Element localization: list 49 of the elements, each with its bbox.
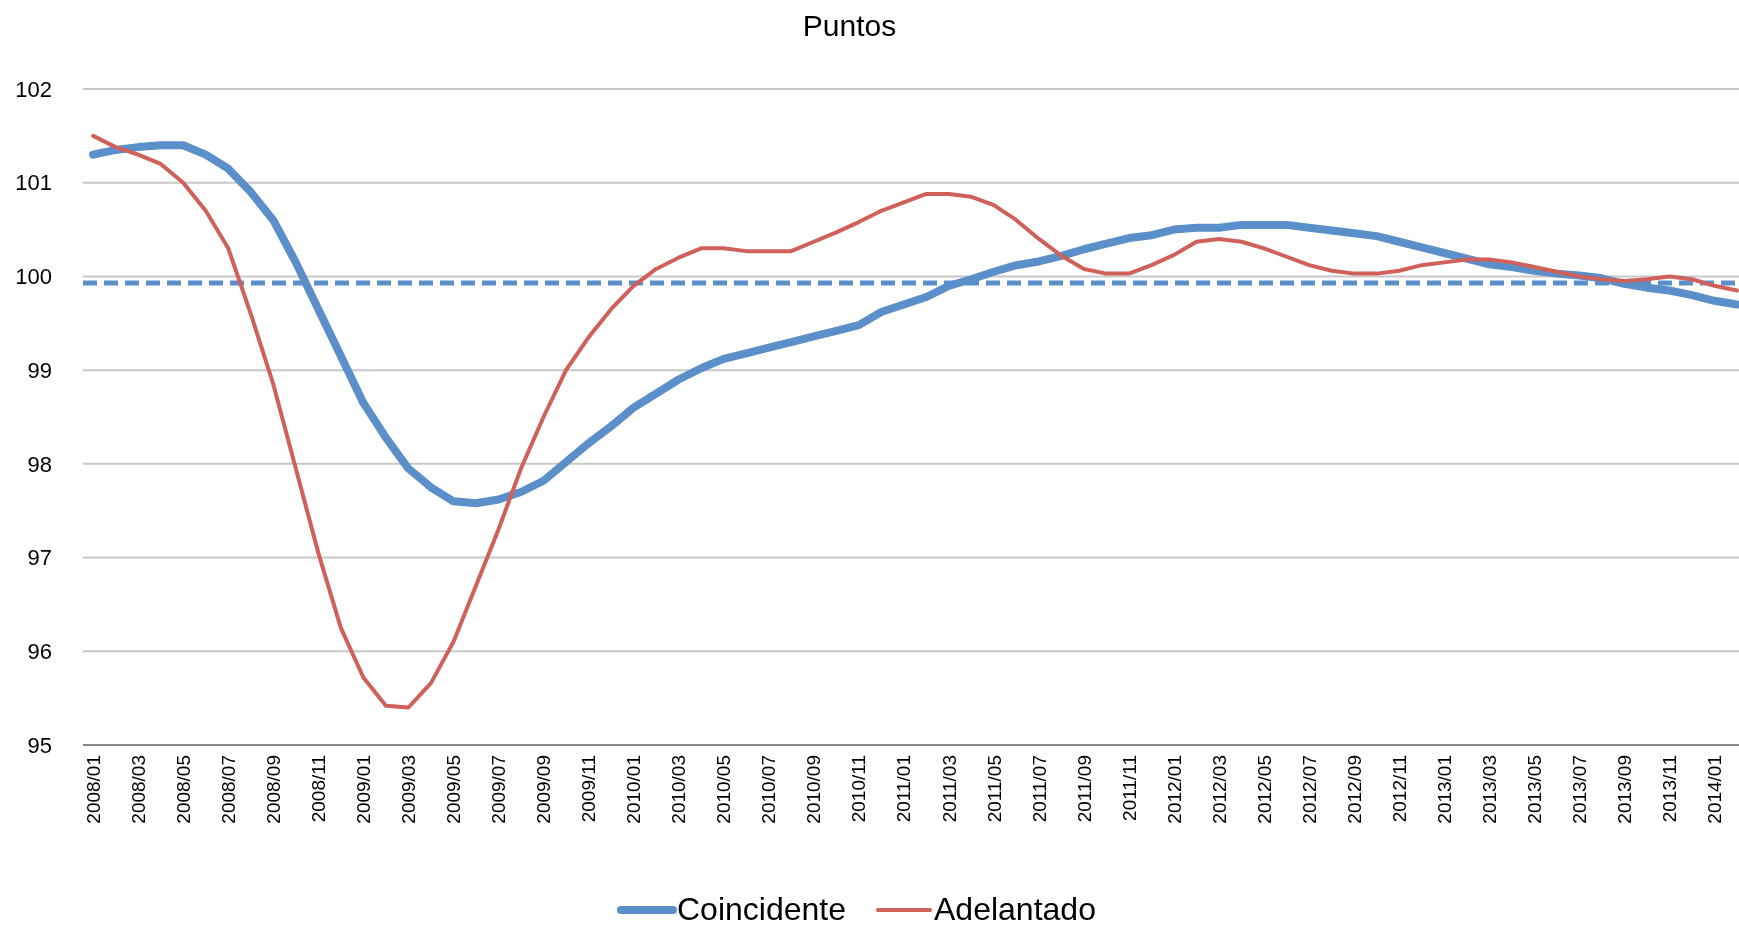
x-tick-label: 2010/07 bbox=[758, 755, 780, 824]
x-tick-label: 2012/09 bbox=[1343, 755, 1365, 824]
x-tick-label: 2014/01 bbox=[1704, 755, 1726, 824]
x-tick-label: 2013/09 bbox=[1614, 755, 1636, 824]
y-tick-label: 98 bbox=[27, 451, 52, 477]
legend-label: Adelantado bbox=[934, 891, 1096, 927]
line-series bbox=[91, 133, 1739, 710]
x-tick-label: 2008/03 bbox=[127, 755, 149, 824]
x-tick-label: 2012/03 bbox=[1208, 755, 1230, 824]
x-tick-label: 2013/03 bbox=[1478, 755, 1500, 824]
x-tick-label: 2008/01 bbox=[82, 755, 104, 824]
x-tick-label: 2010/03 bbox=[668, 755, 690, 824]
x-tick-label: 2009/05 bbox=[443, 755, 465, 824]
x-tick-label: 2010/05 bbox=[713, 755, 735, 824]
x-tick-label: 2008/05 bbox=[172, 755, 194, 824]
x-tick-label: 2012/11 bbox=[1388, 755, 1410, 823]
y-tick-label: 96 bbox=[27, 638, 52, 664]
y-tick-label: 102 bbox=[15, 76, 52, 102]
x-tick-label: 2008/09 bbox=[262, 755, 284, 824]
x-tick-label: 2013/11 bbox=[1659, 755, 1681, 823]
x-tick-label: 2012/05 bbox=[1253, 755, 1275, 824]
x-tick-label: 2010/09 bbox=[803, 755, 825, 824]
x-tick-label: 2011/09 bbox=[1073, 755, 1095, 823]
y-tick-label: 99 bbox=[27, 357, 52, 383]
y-tick-label: 100 bbox=[15, 264, 52, 290]
x-tick-label: 2011/05 bbox=[983, 755, 1005, 823]
x-tick-label: 2012/01 bbox=[1163, 755, 1185, 824]
chart-title: Puntos bbox=[802, 9, 897, 42]
x-tick-label: 2011/07 bbox=[1028, 755, 1050, 823]
x-tick-label: 2010/11 bbox=[848, 755, 870, 823]
x-tick-label: 2009/11 bbox=[578, 755, 600, 823]
x-tick-label: 2011/03 bbox=[938, 755, 960, 823]
y-tick-label: 95 bbox=[27, 732, 52, 758]
y-tick-label: 97 bbox=[27, 545, 52, 571]
x-tick-label: 2013/01 bbox=[1433, 755, 1455, 824]
x-tick-label: 2013/05 bbox=[1523, 755, 1545, 824]
x-tick-label: 2009/03 bbox=[398, 755, 420, 824]
x-tick-label: 2012/07 bbox=[1298, 755, 1320, 824]
x-tick-label: 2009/07 bbox=[488, 755, 510, 824]
x-tick-label: 2011/01 bbox=[893, 755, 915, 823]
x-tick-label: 2010/01 bbox=[623, 755, 645, 824]
x-tick-label: 2013/07 bbox=[1569, 755, 1591, 824]
legend-label: Coincidente bbox=[677, 891, 846, 927]
x-tick-label: 2009/09 bbox=[533, 755, 555, 824]
x-tick-label: 2009/01 bbox=[353, 755, 375, 824]
x-tick-label: 2008/11 bbox=[307, 755, 329, 823]
y-tick-label: 101 bbox=[15, 170, 52, 196]
x-tick-label: 2011/11 bbox=[1118, 755, 1140, 821]
x-tick-label: 2008/07 bbox=[217, 755, 239, 824]
